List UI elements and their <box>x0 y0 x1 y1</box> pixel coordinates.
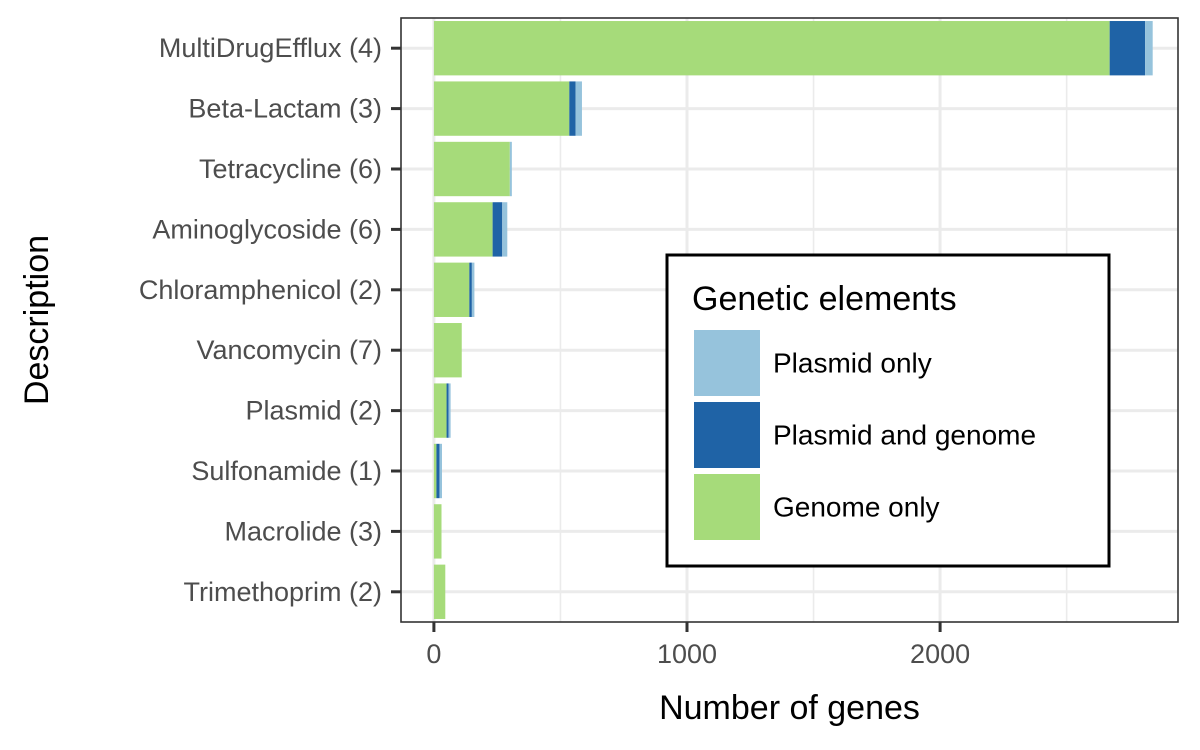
x-axis-title: Number of genes <box>659 689 920 727</box>
y-axis-title: Description <box>18 235 56 405</box>
y-tick-label: Beta-Lactam (3) <box>188 94 382 124</box>
panel-border <box>400 17 1179 623</box>
bar-segment <box>433 383 447 438</box>
bar-segment <box>433 21 1110 76</box>
x-axis: 0 1000 2000 <box>426 622 970 669</box>
bar-segment <box>433 504 442 559</box>
legend-label: Plasmid only <box>773 348 932 379</box>
bar-segment <box>569 81 576 136</box>
bar-segment <box>1145 21 1153 76</box>
bar-segment <box>433 443 437 499</box>
legend-label: Genome only <box>773 492 940 523</box>
x-tick-label: 0 <box>426 639 441 669</box>
y-axis: MultiDrugEfflux (4) Beta-Lactam (3) Tetrac… <box>139 33 401 607</box>
legend: Genetic elements Plasmid only Plasmid and… <box>665 253 1111 568</box>
bar-segment <box>469 262 472 317</box>
x-tick-label: 2000 <box>910 639 970 669</box>
bar-segment <box>1109 21 1146 76</box>
bar-segment <box>433 141 510 197</box>
bar-segment <box>502 202 508 257</box>
y-tick-label: Chloramphenicol (2) <box>139 275 382 305</box>
bar-segment <box>433 323 462 378</box>
bar-segment <box>439 443 443 499</box>
bar-segment <box>471 262 475 317</box>
legend-swatch <box>694 402 760 468</box>
legend-label: Plasmid and genome <box>773 420 1036 451</box>
y-tick-label: Tetracycline (6) <box>199 154 382 184</box>
bar-segment <box>433 564 446 619</box>
bar-segment <box>433 81 570 136</box>
bar-segment <box>433 262 470 317</box>
bars <box>433 21 1153 619</box>
bar-segment <box>575 81 582 136</box>
legend-items: Plasmid only Plasmid and genome Genome onl… <box>694 330 1036 540</box>
legend-swatch <box>694 330 760 396</box>
legend-swatch <box>694 474 760 540</box>
bar-segment <box>492 202 503 257</box>
y-tick-label: Aminoglycoside (6) <box>152 214 382 244</box>
y-tick-label: MultiDrugEfflux (4) <box>159 33 382 63</box>
x-tick-label: 1000 <box>657 639 717 669</box>
y-tick-label: Vancomycin (7) <box>196 335 382 365</box>
bar-segment <box>436 443 440 499</box>
bar-segment <box>448 383 451 438</box>
bar-segment <box>446 383 449 438</box>
y-tick-label: Trimethoprim (2) <box>183 577 382 607</box>
bar-segment <box>433 202 493 257</box>
y-tick-label: Plasmid (2) <box>245 396 382 426</box>
y-tick-label: Sulfonamide (1) <box>191 456 382 486</box>
y-tick-label: Macrolide (3) <box>224 516 382 546</box>
bar-segment <box>509 141 512 197</box>
legend-title: Genetic elements <box>692 280 957 318</box>
